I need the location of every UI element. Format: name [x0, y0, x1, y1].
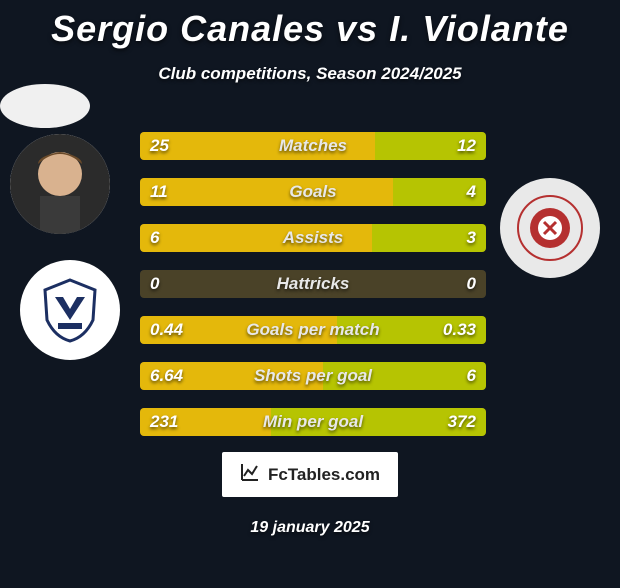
stat-row: 0.440.33Goals per match — [140, 316, 486, 344]
stat-label: Shots per goal — [140, 362, 486, 390]
player1-avatar — [10, 134, 110, 234]
subtitle: Club competitions, Season 2024/2025 — [0, 64, 620, 84]
date-label: 19 january 2025 — [0, 519, 620, 537]
stat-label: Goals — [140, 178, 486, 206]
stat-label: Min per goal — [140, 408, 486, 436]
stat-label: Matches — [140, 132, 486, 160]
player1-club-crest — [20, 260, 120, 360]
player2-club-crest — [500, 178, 600, 278]
stat-label: Hattricks — [140, 270, 486, 298]
brand-badge: FcTables.com — [222, 452, 398, 497]
stat-row: 6.646Shots per goal — [140, 362, 486, 390]
stat-label: Assists — [140, 224, 486, 252]
chart-icon — [240, 462, 260, 487]
brand-label: FcTables.com — [268, 465, 380, 485]
player2-avatar — [0, 84, 90, 128]
footer: FcTables.com 19 january 2025 — [0, 452, 620, 537]
stat-row: 231372Min per goal — [140, 408, 486, 436]
stat-row: 00Hattricks — [140, 270, 486, 298]
stats-comparison: 2512Matches 114Goals 63Assists 00Hattricks 0… — [140, 132, 486, 454]
stat-row: 114Goals — [140, 178, 486, 206]
page-title: Sergio Canales vs I. Violante — [0, 8, 620, 50]
stat-label: Goals per match — [140, 316, 486, 344]
stat-row: 2512Matches — [140, 132, 486, 160]
stat-row: 63Assists — [140, 224, 486, 252]
